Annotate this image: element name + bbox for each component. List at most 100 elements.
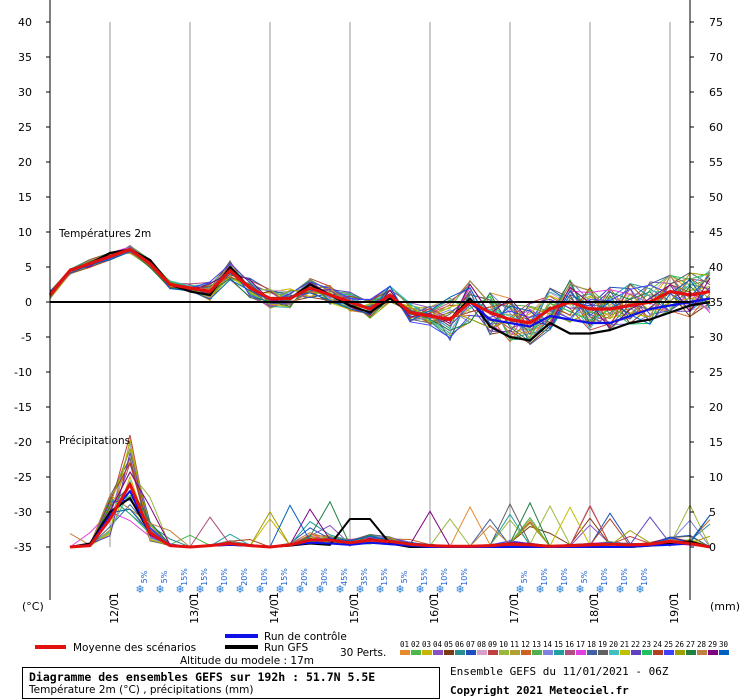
pert-number: 03 xyxy=(422,640,431,649)
pert-number: 07 xyxy=(466,640,475,649)
pert-number: 02 xyxy=(411,640,420,649)
pert-color-swatch xyxy=(686,650,696,655)
right-tick-label: 35 xyxy=(709,296,723,309)
legend-mean-label: Moyenne des scénarios xyxy=(73,642,196,654)
title-box: Diagramme des ensembles GEFS sur 192h : … xyxy=(22,667,440,699)
pert-number: 18 xyxy=(587,640,597,649)
perturbation-legend: 01 02 03 04 05 06 07 08 09 10 11 12 13 14 15 16 17 18 19 20… xyxy=(400,640,729,655)
snowflake-icon: ❄ xyxy=(415,583,424,596)
snowflake-icon: ❄ xyxy=(555,583,564,596)
snow-probability-label: 30% xyxy=(320,568,329,586)
perturbation-precip-line xyxy=(69,439,711,548)
snowflake-icon: ❄ xyxy=(235,583,244,596)
pert-color-swatch xyxy=(543,650,553,655)
snowflake-icon: ❄ xyxy=(455,583,464,596)
pert-number: 28 xyxy=(697,640,707,649)
snowflake-icon: ❄ xyxy=(295,583,304,596)
temperature-section-label: Températures 2m xyxy=(58,228,151,240)
perturbation-precip-line xyxy=(69,452,711,548)
snow-probability-label: 10% xyxy=(620,568,629,586)
pert-number: 23 xyxy=(642,640,651,649)
pert-color-swatch xyxy=(411,650,421,655)
pert-number: 29 xyxy=(708,640,717,649)
snow-probability-label: 10% xyxy=(220,568,229,586)
perturbation-precip-line xyxy=(69,434,711,548)
snow-probability-label: 10% xyxy=(560,568,569,586)
pert-number: 11 xyxy=(510,640,519,649)
left-tick-label: 20 xyxy=(18,156,32,169)
pert-number: 12 xyxy=(521,640,530,649)
pert-number: 05 xyxy=(444,640,453,649)
left-tick-label: 0 xyxy=(25,296,32,309)
snowflake-icon: ❄ xyxy=(315,583,324,596)
pert-number: 01 xyxy=(400,640,409,649)
left-tick-label: -5 xyxy=(21,331,32,344)
right-axis-unit: (mm) xyxy=(710,600,740,613)
right-tick-label: 0 xyxy=(709,541,716,554)
pert-color-swatch xyxy=(477,650,487,655)
pert-number: 15 xyxy=(554,640,563,649)
snow-probability-label: 15% xyxy=(280,568,289,586)
snowflake-icon: ❄ xyxy=(135,583,144,596)
chart-subtitle: Température 2m (°C) , précipitations (mm… xyxy=(29,684,254,696)
pert-color-swatch xyxy=(642,650,652,655)
snow-probability-label: 45% xyxy=(340,568,349,586)
legend-gfs-label: Run GFS xyxy=(264,642,308,654)
pert-color-swatch xyxy=(565,650,575,655)
pert-number: 22 xyxy=(631,640,640,649)
precipitation-section-label: Précipitations xyxy=(59,435,130,447)
x-tick-label: 12/01 xyxy=(108,592,121,624)
ensemble-info: Ensemble GEFS du 11/01/2021 - 06Z xyxy=(450,665,669,678)
mean-precip-line xyxy=(69,482,711,549)
x-tick-label: 19/01 xyxy=(668,592,681,624)
right-tick-label: 70 xyxy=(709,51,723,64)
snow-probability-label: 5% xyxy=(580,570,589,583)
left-tick-label: -10 xyxy=(14,366,32,379)
pert-color-swatch xyxy=(499,650,509,655)
perturbation-precip-line xyxy=(69,442,711,548)
legend-control-label: Run de contrôle xyxy=(264,631,347,643)
pert-color-swatch xyxy=(675,650,685,655)
snowflake-icon: ❄ xyxy=(595,583,604,596)
snow-probability-row: 5%❄5%❄15%❄15%❄10%❄20%❄10%❄15%❄20%❄30%❄45… xyxy=(135,568,649,596)
pert-color-swatch xyxy=(664,650,674,655)
right-tick-label: 15 xyxy=(709,436,723,449)
copyright: Copyright 2021 Meteociel.fr xyxy=(450,684,629,697)
snowflake-icon: ❄ xyxy=(615,583,624,596)
perturbation-precip-line xyxy=(69,456,711,548)
snow-probability-label: 5% xyxy=(400,570,409,583)
snow-probability-label: 5% xyxy=(140,570,149,583)
snow-probability-label: 10% xyxy=(260,568,269,586)
snow-probability-label: 15% xyxy=(180,568,189,586)
x-tick-label: 15/01 xyxy=(348,592,361,624)
right-tick-label: 45 xyxy=(709,226,723,239)
snowflake-icon: ❄ xyxy=(375,583,384,596)
snowflake-icon: ❄ xyxy=(155,583,164,596)
pert-color-swatch xyxy=(532,650,542,655)
left-tick-label: 35 xyxy=(18,51,32,64)
left-tick-label: -15 xyxy=(14,401,32,414)
perturbation-precip-line xyxy=(69,439,711,548)
x-tick-label: 14/01 xyxy=(268,592,281,624)
snow-probability-label: 35% xyxy=(360,568,369,586)
pert-color-swatch xyxy=(433,650,443,655)
snow-probability-label: 15% xyxy=(380,568,389,586)
pert-color-swatch xyxy=(719,650,729,655)
left-tick-label: 10 xyxy=(18,226,32,239)
pert-number: 25 xyxy=(664,640,673,649)
pert-color-swatch xyxy=(444,650,454,655)
pert-color-swatch xyxy=(631,650,641,655)
snow-probability-label: 10% xyxy=(640,568,649,586)
snow-probability-label: 15% xyxy=(420,568,429,586)
pert-color-swatch xyxy=(576,650,586,655)
perturbation-precip-line xyxy=(69,471,711,548)
snowflake-icon: ❄ xyxy=(175,583,184,596)
left-tick-label: 40 xyxy=(18,16,32,29)
snow-probability-label: 5% xyxy=(160,570,169,583)
pert-number: 10 xyxy=(499,640,509,649)
left-tick-label: 30 xyxy=(18,86,32,99)
pert-color-swatch xyxy=(587,650,597,655)
right-tick-label: 40 xyxy=(709,261,723,274)
snowflake-icon: ❄ xyxy=(515,583,524,596)
